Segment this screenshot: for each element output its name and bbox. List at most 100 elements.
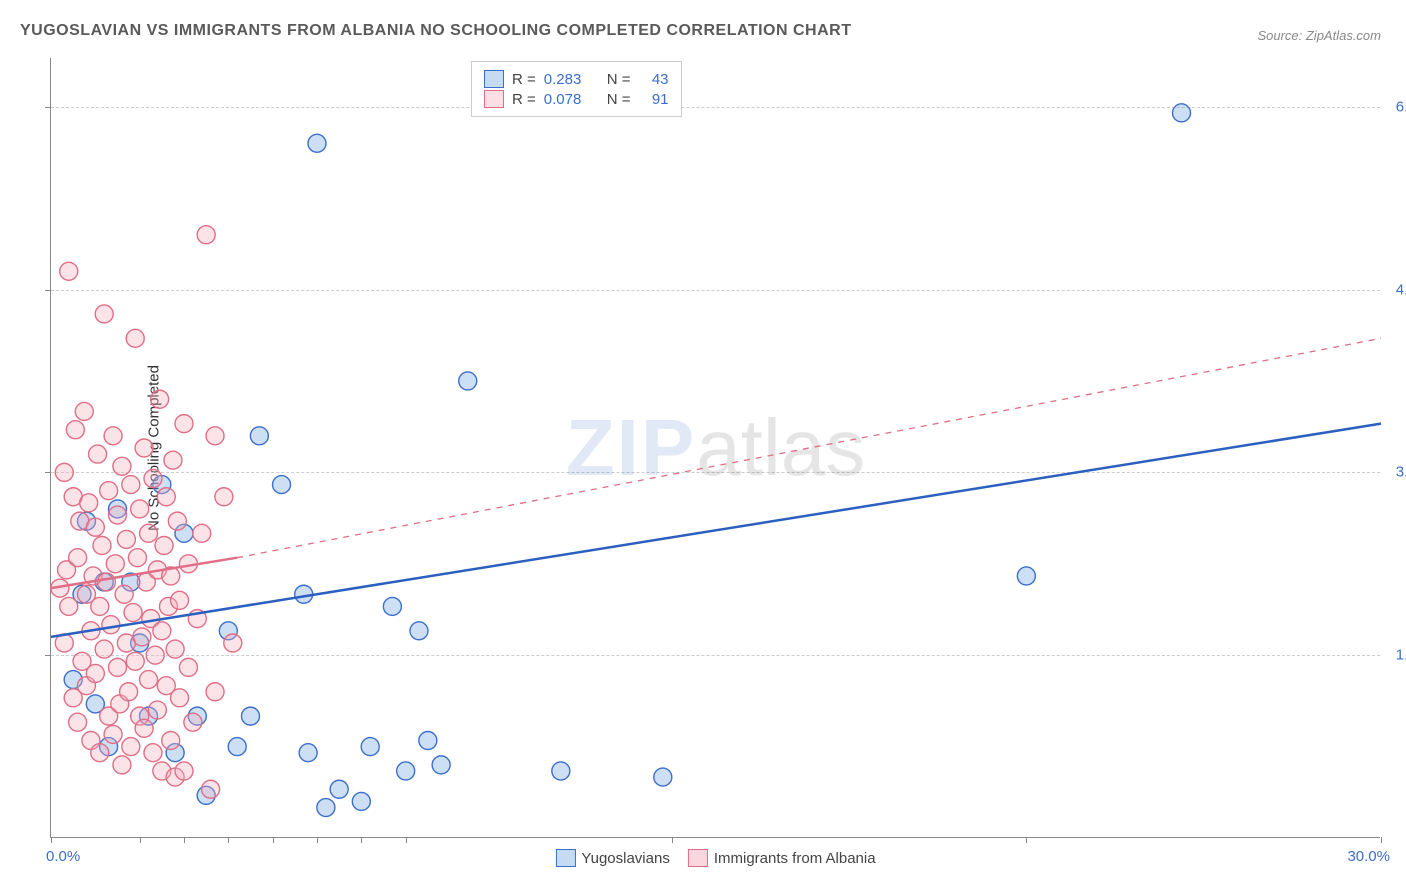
scatter-point	[133, 628, 151, 646]
scatter-point	[97, 573, 115, 591]
n-label: N =	[607, 71, 631, 88]
scatter-point	[175, 415, 193, 433]
trend-line-yugoslavians	[51, 424, 1381, 637]
source-label: Source: ZipAtlas.com	[1257, 28, 1381, 43]
x-tick-label-max: 30.0%	[1347, 848, 1390, 865]
swatch-pink-icon	[688, 849, 708, 867]
legend-stats-row: R = 0.283 N = 43	[484, 70, 669, 88]
chart-title: YUGOSLAVIAN VS IMMIGRANTS FROM ALBANIA N…	[20, 22, 851, 40]
scatter-point	[75, 402, 93, 420]
x-tick-label-min: 0.0%	[46, 848, 80, 865]
scatter-point	[55, 463, 73, 481]
scatter-point	[148, 701, 166, 719]
scatter-point	[95, 305, 113, 323]
scatter-point	[397, 762, 415, 780]
scatter-point	[106, 555, 124, 573]
scatter-point	[135, 719, 153, 737]
series-legend: Yugoslavians Immigrants from Albania	[555, 849, 875, 867]
legend-label-2: Immigrants from Albania	[714, 850, 876, 867]
n-value: 91	[639, 91, 669, 108]
scatter-point	[113, 756, 131, 774]
scatter-point	[140, 524, 158, 542]
scatter-point	[135, 439, 153, 457]
scatter-point	[131, 500, 149, 518]
scatter-point	[202, 780, 220, 798]
scatter-point	[122, 738, 140, 756]
scatter-point	[224, 634, 242, 652]
scatter-point	[60, 597, 78, 615]
n-value: 43	[639, 71, 669, 88]
scatter-point	[93, 537, 111, 555]
x-tick	[317, 837, 318, 843]
y-tick-label: 3.0%	[1396, 464, 1406, 481]
scatter-point	[164, 451, 182, 469]
scatter-point	[66, 421, 84, 439]
r-label: R =	[512, 91, 536, 108]
scatter-point	[140, 671, 158, 689]
scatter-plot-svg	[51, 58, 1380, 837]
scatter-point	[197, 226, 215, 244]
scatter-point	[104, 725, 122, 743]
scatter-point	[122, 476, 140, 494]
y-tick-label: 4.5%	[1396, 281, 1406, 298]
y-tick-label: 1.5%	[1396, 647, 1406, 664]
scatter-point	[144, 469, 162, 487]
scatter-point	[193, 524, 211, 542]
scatter-point	[146, 646, 164, 664]
scatter-point	[383, 597, 401, 615]
r-value: 0.283	[544, 71, 599, 88]
legend-item-yugoslavians: Yugoslavians	[555, 849, 669, 867]
scatter-point	[175, 762, 193, 780]
scatter-point	[1173, 104, 1191, 122]
swatch-icon	[484, 70, 504, 88]
x-tick	[140, 837, 141, 843]
scatter-point	[654, 768, 672, 786]
scatter-point	[115, 585, 133, 603]
x-tick	[406, 837, 407, 843]
scatter-point	[552, 762, 570, 780]
scatter-point	[179, 658, 197, 676]
scatter-point	[419, 732, 437, 750]
scatter-point	[206, 683, 224, 701]
scatter-point	[352, 792, 370, 810]
swatch-icon	[484, 90, 504, 108]
scatter-point	[206, 427, 224, 445]
scatter-point	[86, 518, 104, 536]
scatter-point	[109, 658, 127, 676]
scatter-point	[308, 134, 326, 152]
source-name: ZipAtlas.com	[1306, 28, 1381, 43]
r-label: R =	[512, 71, 536, 88]
scatter-point	[120, 683, 138, 701]
scatter-point	[109, 506, 127, 524]
scatter-point	[1017, 567, 1035, 585]
scatter-point	[126, 329, 144, 347]
trend-line-albania-dashed	[237, 338, 1381, 557]
scatter-point	[168, 512, 186, 530]
scatter-point	[361, 738, 379, 756]
x-tick	[1026, 837, 1027, 843]
x-tick	[51, 837, 52, 843]
scatter-point	[330, 780, 348, 798]
scatter-point	[155, 537, 173, 555]
scatter-point	[104, 427, 122, 445]
scatter-point	[157, 488, 175, 506]
legend-stats-row: R =0.078N =91	[484, 90, 669, 108]
x-tick	[1381, 837, 1382, 843]
scatter-point	[91, 597, 109, 615]
scatter-point	[69, 549, 87, 567]
legend-label-1: Yugoslavians	[581, 850, 669, 867]
scatter-point	[126, 652, 144, 670]
scatter-point	[124, 604, 142, 622]
correlation-legend: R =0.283N =43R =0.078N =91	[471, 61, 682, 117]
x-tick	[361, 837, 362, 843]
scatter-point	[100, 482, 118, 500]
n-label: N =	[607, 91, 631, 108]
scatter-point	[242, 707, 260, 725]
scatter-point	[95, 640, 113, 658]
scatter-point	[215, 488, 233, 506]
scatter-point	[299, 744, 317, 762]
scatter-point	[144, 744, 162, 762]
scatter-point	[162, 732, 180, 750]
scatter-point	[113, 457, 131, 475]
x-tick	[184, 837, 185, 843]
